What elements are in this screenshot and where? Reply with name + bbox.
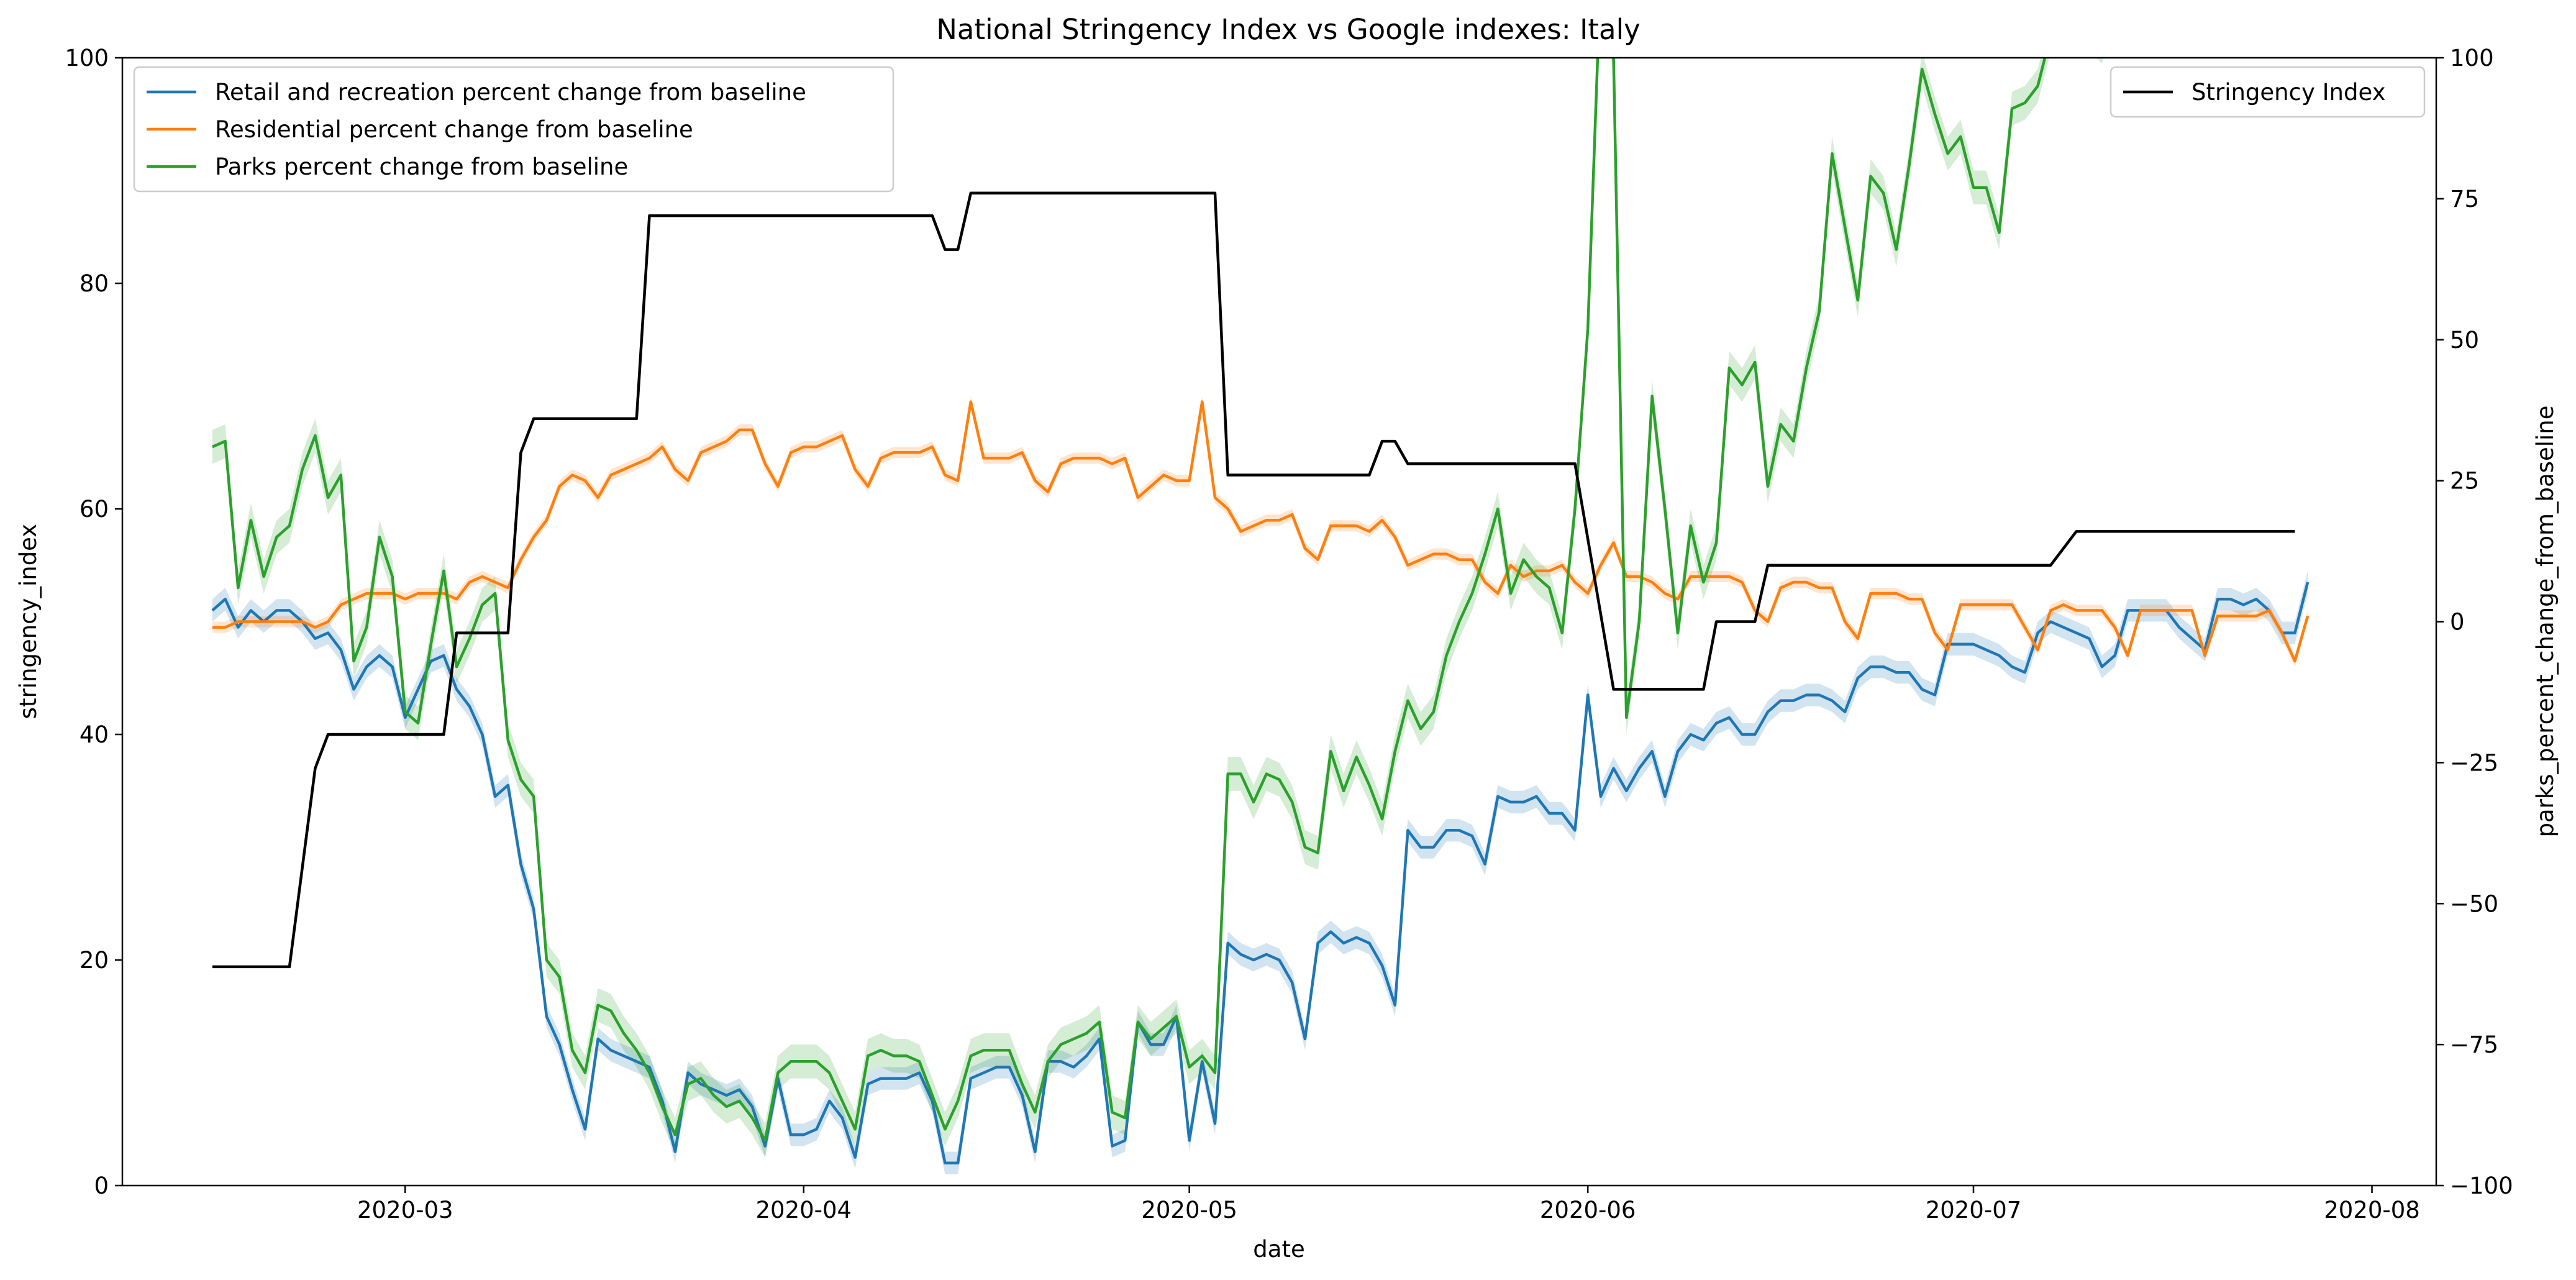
y-left-tick-label: 0 [94,1173,109,1199]
y-left-tick-label: 40 [80,721,109,748]
retail-and-recreation-percent-change-from-baseline-line [211,582,2310,1164]
y-right-tick-label: 75 [2450,186,2479,213]
x-tick-label: 2020-07 [1926,1197,2022,1223]
legend-entry: Residential percent change from baseline [215,116,693,143]
x-tick-label: 2020-06 [1540,1197,1636,1223]
x-tick-label: 2020-05 [1141,1197,1237,1223]
x-tick-label: 2020-03 [357,1197,453,1223]
y-right-tick-label: −50 [2450,890,2498,917]
y-left-axis-label: stringency_index [15,524,42,719]
x-axis-label: date [1253,1236,1304,1263]
y-left-tick-label: 80 [80,270,109,297]
y-right-tick-label: 50 [2450,327,2479,354]
legend-entry: Retail and recreation percent change fro… [215,79,806,106]
y-left-tick-label: 60 [80,496,109,523]
legend-entry: Stringency Index [2191,79,2386,106]
y-right-tick-label: 100 [2450,45,2494,71]
x-tick-label: 2020-04 [756,1197,852,1223]
x-tick-label: 2020-08 [2324,1197,2420,1223]
legend-google-indexes: Retail and recreation percent change fro… [133,66,894,193]
chart-title: National Stringency Index vs Google inde… [936,13,1641,46]
residential-percent-change-from-baseline-line [212,400,2310,663]
y-right-tick-label: 0 [2450,609,2465,636]
y-left-tick-label: 20 [80,947,109,974]
parks-percent-change-from-baseline-line [211,58,2047,1142]
legend-entry: Parks percent change from baseline [215,153,628,180]
y-right-tick-label: −75 [2450,1031,2498,1058]
y-right-axis-label: parks_percent_change_from_baseline [2532,405,2559,837]
legend-frame [133,66,894,193]
y-right-tick-label: 25 [2450,468,2479,495]
y-right-tick-label: −100 [2450,1173,2513,1199]
y-right-tick-label: −25 [2450,749,2498,776]
legend-stringency: Stringency Index [2109,66,2426,118]
parks-percent-change-from-baseline-confidence-band [212,58,2167,1158]
legend-frame [2109,66,2426,118]
y-left-tick-label: 100 [65,45,109,71]
stringency-index-line [212,191,2295,969]
